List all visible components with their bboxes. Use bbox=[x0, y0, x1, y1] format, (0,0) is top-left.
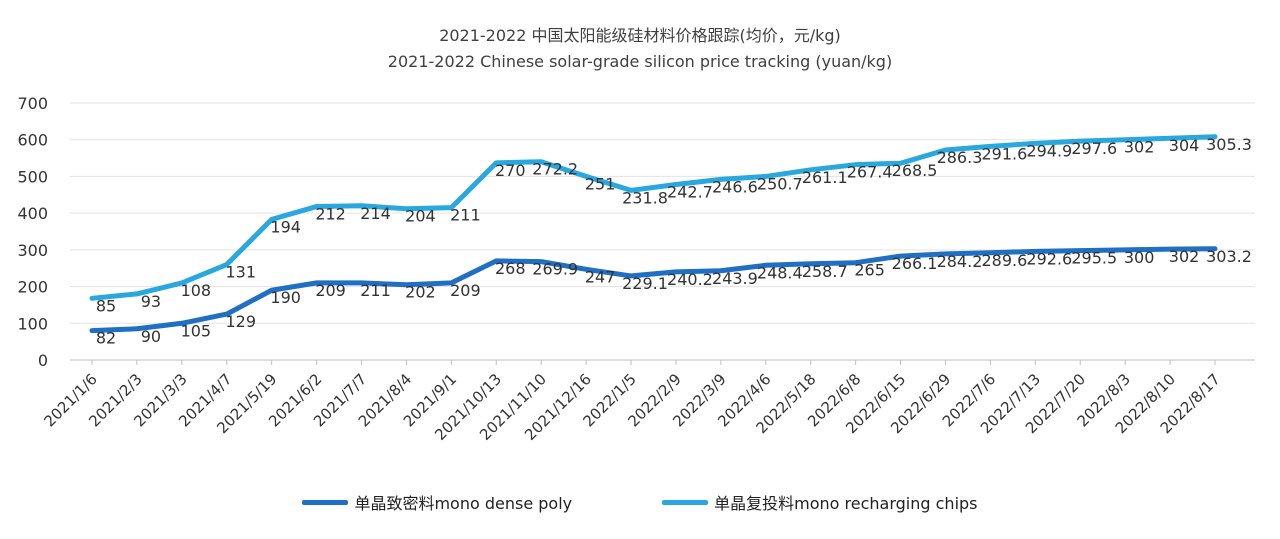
data-label: 267.4 bbox=[847, 163, 893, 182]
data-labels: 82 90 105 129 190 209 211 202 209 268 269.9 247 229.… bbox=[96, 135, 1252, 348]
data-label: 295.5 bbox=[1071, 249, 1117, 268]
y-tick-label: 700 bbox=[17, 94, 48, 113]
data-label: 194 bbox=[270, 217, 301, 236]
data-label: 303.2 bbox=[1206, 247, 1252, 266]
data-label: 82 bbox=[96, 329, 116, 348]
y-tick-label: 600 bbox=[17, 131, 48, 150]
legend-item-dense: 单晶致密料mono dense poly bbox=[302, 490, 572, 514]
data-label: 90 bbox=[141, 327, 161, 346]
data-label: 242.7 bbox=[667, 183, 713, 202]
data-label: 243.9 bbox=[712, 269, 758, 288]
data-label: 289.6 bbox=[981, 251, 1027, 270]
legend-swatch-recharging bbox=[662, 499, 709, 505]
data-label: 209 bbox=[315, 281, 346, 300]
data-label: 129 bbox=[225, 312, 256, 331]
data-label: 246.6 bbox=[712, 177, 758, 196]
data-label: 211 bbox=[360, 281, 391, 300]
y-tick-label: 200 bbox=[17, 278, 48, 297]
y-tick-label: 500 bbox=[17, 167, 48, 186]
data-label: 209 bbox=[450, 281, 481, 300]
data-label: 247 bbox=[585, 267, 616, 286]
data-label: 214 bbox=[360, 204, 391, 223]
series-line-dense bbox=[89, 246, 1218, 334]
y-tick-label: 100 bbox=[17, 314, 48, 333]
data-label: 250.7 bbox=[757, 174, 803, 193]
data-label: 300 bbox=[1124, 248, 1155, 267]
x-axis-ticks: 2021/1/62021/2/32021/3/32021/4/72021/5/1… bbox=[40, 360, 1224, 444]
legend-swatch-dense bbox=[302, 499, 349, 505]
data-label: 284.2 bbox=[937, 252, 983, 271]
data-label: 266.1 bbox=[892, 254, 938, 273]
y-tick-label: 0 bbox=[38, 351, 48, 370]
data-label: 204 bbox=[405, 207, 436, 226]
series-lines bbox=[89, 134, 1218, 334]
data-label: 231.8 bbox=[622, 188, 668, 207]
data-label: 286.3 bbox=[937, 148, 983, 167]
data-label: 131 bbox=[225, 263, 256, 282]
data-label: 251 bbox=[585, 174, 616, 193]
data-label: 292.6 bbox=[1026, 249, 1072, 268]
data-label: 269.9 bbox=[532, 260, 578, 279]
data-label: 305.3 bbox=[1206, 135, 1252, 154]
data-label: 93 bbox=[141, 292, 161, 311]
data-label: 211 bbox=[450, 206, 481, 225]
data-label: 258.7 bbox=[802, 262, 848, 281]
data-label: 202 bbox=[405, 283, 436, 302]
legend-label-recharging: 单晶复投料mono recharging chips bbox=[714, 494, 978, 513]
data-label: 105 bbox=[181, 321, 212, 340]
data-label: 268 bbox=[495, 259, 526, 278]
data-label: 265 bbox=[854, 261, 885, 280]
data-label: 261.1 bbox=[802, 168, 848, 187]
legend-label-dense: 单晶致密料mono dense poly bbox=[354, 494, 573, 513]
legend: 单晶致密料mono dense poly 单晶复投料mono rechargin… bbox=[0, 490, 1280, 514]
data-label: 85 bbox=[96, 296, 116, 315]
data-label: 302 bbox=[1169, 247, 1200, 266]
y-axis-ticks: 0 100 200 300 400 500 600 700 bbox=[17, 94, 48, 370]
data-label: 108 bbox=[181, 281, 212, 300]
data-label: 270 bbox=[495, 161, 526, 180]
data-label: 297.6 bbox=[1071, 139, 1117, 158]
y-tick-label: 400 bbox=[17, 204, 48, 223]
data-label: 190 bbox=[270, 288, 301, 307]
data-label: 240.2 bbox=[667, 270, 713, 289]
legend-item-recharging: 单晶复投料mono recharging chips bbox=[662, 490, 978, 514]
data-label: 212 bbox=[315, 205, 346, 224]
data-label: 304 bbox=[1169, 136, 1200, 155]
series-line-recharging bbox=[89, 134, 1218, 301]
gridlines bbox=[70, 102, 1255, 361]
chart-title: 2021-2022 中国太阳能级硅材料价格跟踪(均价，元/kg) bbox=[439, 26, 841, 45]
data-label: 302 bbox=[1124, 138, 1155, 157]
data-label: 229.1 bbox=[622, 274, 668, 293]
data-label: 294.9 bbox=[1026, 141, 1072, 160]
y-tick-label: 300 bbox=[17, 241, 48, 260]
data-label: 248.4 bbox=[757, 263, 803, 282]
data-label: 272.2 bbox=[532, 160, 578, 179]
chart-subtitle: 2021-2022 Chinese solar-grade silicon pr… bbox=[387, 52, 893, 71]
data-label: 291.6 bbox=[981, 144, 1027, 163]
data-label: 268.5 bbox=[892, 161, 938, 180]
